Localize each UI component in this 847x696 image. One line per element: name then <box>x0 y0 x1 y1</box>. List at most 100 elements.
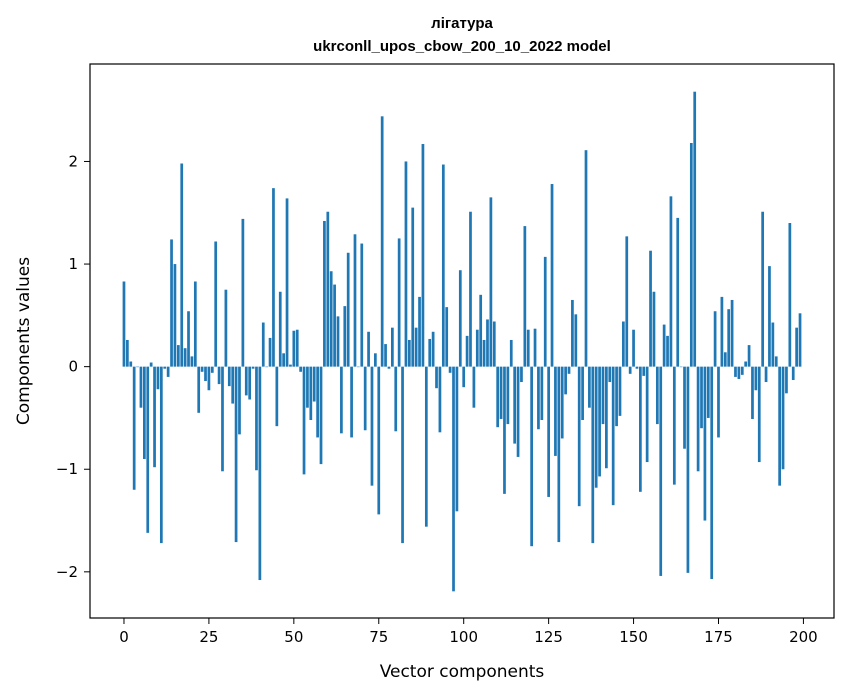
bar-14 <box>170 239 173 367</box>
y-tick-label: −1 <box>56 460 78 478</box>
bar-47 <box>282 353 285 367</box>
bar-43 <box>268 337 272 367</box>
bar-6 <box>143 366 146 459</box>
bar-11 <box>159 366 163 544</box>
bar-74 <box>374 353 377 367</box>
bar-44 <box>272 188 275 367</box>
y-tick-label: 2 <box>68 152 78 170</box>
bar-93 <box>438 366 442 433</box>
bar-42 <box>265 366 269 368</box>
bar-8 <box>149 362 153 367</box>
bar-125 <box>547 366 550 497</box>
bar-96 <box>448 366 452 373</box>
bar-34 <box>238 366 241 435</box>
bar-7 <box>146 366 150 533</box>
bar-78 <box>387 366 391 369</box>
bar-124 <box>543 256 547 367</box>
bar-52 <box>299 366 302 372</box>
bar-140 <box>598 366 601 477</box>
x-axis-ticks: 0 25 50 75 100 125 150 175 200 <box>119 618 818 646</box>
bar-143 <box>608 366 612 383</box>
bar-35 <box>241 218 245 367</box>
bar-182 <box>740 366 744 375</box>
bar-176 <box>720 296 724 367</box>
bar-101 <box>465 335 469 367</box>
bar-15 <box>173 264 177 367</box>
bar-87 <box>418 296 421 367</box>
bar-102 <box>469 211 472 367</box>
bar-158 <box>659 366 663 576</box>
x-tick-label: 150 <box>619 628 648 646</box>
bar-145 <box>615 366 618 427</box>
bar-183 <box>744 361 748 367</box>
bar-194 <box>781 366 785 470</box>
bar-79 <box>391 327 394 367</box>
bar-85 <box>411 207 415 367</box>
bar-25 <box>207 366 211 391</box>
bar-36 <box>244 366 248 396</box>
bar-88 <box>421 144 425 367</box>
bar-103 <box>472 366 476 408</box>
bar-185 <box>751 366 754 419</box>
bar-167 <box>689 143 693 367</box>
bar-30 <box>224 289 228 367</box>
bar-110 <box>496 366 500 428</box>
bar-32 <box>231 366 235 404</box>
bar-72 <box>367 331 370 367</box>
bar-10 <box>156 366 160 390</box>
bar-113 <box>506 366 510 425</box>
bar-37 <box>248 366 252 400</box>
bar-155 <box>649 250 652 367</box>
bar-159 <box>662 324 666 367</box>
bar-38 <box>251 366 255 369</box>
bar-174 <box>713 311 717 367</box>
bar-84 <box>407 339 411 367</box>
bar-144 <box>611 366 615 506</box>
bar-4 <box>136 366 139 368</box>
bar-68 <box>353 234 357 367</box>
bar-17 <box>180 163 184 367</box>
bar-161 <box>669 196 673 367</box>
bar-198 <box>795 327 798 367</box>
bar-162 <box>672 366 676 485</box>
bar-108 <box>489 197 493 367</box>
bar-157 <box>655 366 659 425</box>
bar-152 <box>639 366 642 492</box>
bar-57 <box>316 366 319 438</box>
bar-133 <box>574 314 578 367</box>
bar-80 <box>394 366 398 432</box>
bar-134 <box>577 366 581 507</box>
bar-127 <box>554 366 557 456</box>
bar-187 <box>757 366 761 463</box>
bar-60 <box>326 211 330 367</box>
bar-51 <box>295 329 299 367</box>
bar-142 <box>605 366 608 469</box>
bar-21 <box>193 281 197 367</box>
bar-146 <box>618 366 622 416</box>
bar-129 <box>560 366 564 439</box>
bar-94 <box>441 164 445 367</box>
bar-33 <box>234 366 238 543</box>
x-tick-label: 200 <box>789 628 818 646</box>
bar-77 <box>384 344 387 367</box>
bar-98 <box>455 366 459 512</box>
bar-81 <box>397 238 401 367</box>
bar-120 <box>530 366 533 547</box>
y-tick-label: 0 <box>68 358 78 376</box>
bar-90 <box>428 338 432 367</box>
bar-0 <box>122 281 126 367</box>
bar-86 <box>414 327 418 367</box>
bar-49 <box>289 364 292 367</box>
x-tick-label: 75 <box>369 628 388 646</box>
bar-82 <box>401 366 404 544</box>
bar-168 <box>693 91 697 367</box>
bar-28 <box>217 366 221 385</box>
bar-1 <box>126 339 129 367</box>
bar-180 <box>734 366 737 377</box>
bar-163 <box>676 217 680 367</box>
bar-153 <box>642 366 646 376</box>
bar-115 <box>513 366 517 444</box>
bar-147 <box>622 321 625 367</box>
bar-67 <box>350 366 353 438</box>
